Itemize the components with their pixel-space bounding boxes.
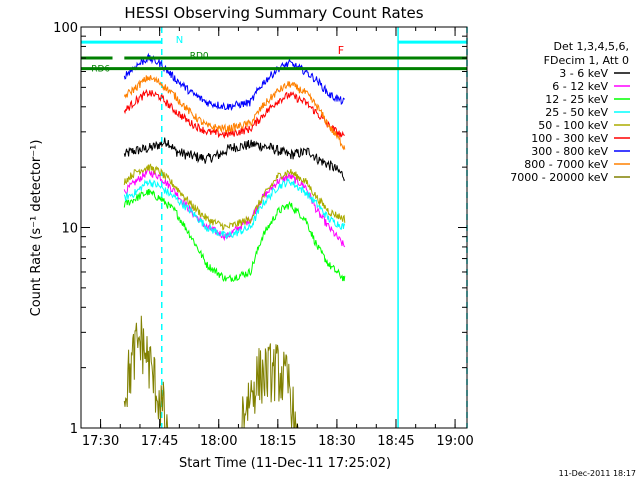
series-line-6 <box>123 88 345 140</box>
x-tick-label: 18:00 <box>200 434 237 449</box>
x-tick-label: 18:30 <box>318 434 355 449</box>
annotation-rd0: RD0 <box>190 52 209 62</box>
series-line-7 <box>123 52 345 112</box>
legend-label-4: 25 - 50 keV <box>545 106 608 119</box>
legend-label-1: 3 - 6 keV <box>559 67 608 80</box>
legend-header-line-2: FDecim 1, Att 0 <box>544 54 629 67</box>
legend-label-3: 12 - 25 keV <box>545 93 608 106</box>
annotation-f: F <box>338 44 344 57</box>
x-tick-label: 18:45 <box>377 434 414 449</box>
chart-title: HESSI Observing Summary Count Rates <box>124 4 423 22</box>
x-tick-label: 18:15 <box>259 434 296 449</box>
x-tick-label: 17:45 <box>141 434 178 449</box>
legend-label-6: 100 - 300 keV <box>531 132 608 145</box>
series-line-2 <box>123 166 346 248</box>
series-line-5 <box>123 163 346 231</box>
legend-label-5: 50 - 100 keV <box>538 119 608 132</box>
axes-layer: 17:30 17:45 18:00 18:15 18:30 18:45 19:00 1 10 10… <box>53 21 474 449</box>
series-line-4 <box>123 177 346 240</box>
y-tick-label: 1 <box>70 422 78 437</box>
footer-date: 11-Dec-2011 18:17 <box>559 469 636 478</box>
series-line-3 <box>123 188 346 282</box>
x-tick-label: 17:30 <box>82 434 119 449</box>
annotation-rd6: RD6 <box>91 65 110 75</box>
legend-label-9: 7000 - 20000 keV <box>510 171 608 184</box>
y-axis-label: Count Rate (s⁻¹ detector⁻¹) <box>29 140 44 317</box>
y-tick-label: 10 <box>61 222 78 237</box>
legend-header-line-1: Det 1,3,4,5,6, <box>553 40 629 53</box>
legend-label-7: 300 - 800 keV <box>531 145 608 158</box>
legend-label-8: 800 - 7000 keV <box>524 158 608 171</box>
legend-label-2: 6 - 12 keV <box>552 80 608 93</box>
y-tick-label: 100 <box>53 21 78 36</box>
x-tick-label: 19:00 <box>436 434 473 449</box>
x-axis-label: Start Time (11-Dec-11 17:25:02) <box>179 456 391 471</box>
annotation-n: N <box>176 35 183 46</box>
series-line-8 <box>123 75 346 151</box>
series-line-1 <box>123 137 346 182</box>
